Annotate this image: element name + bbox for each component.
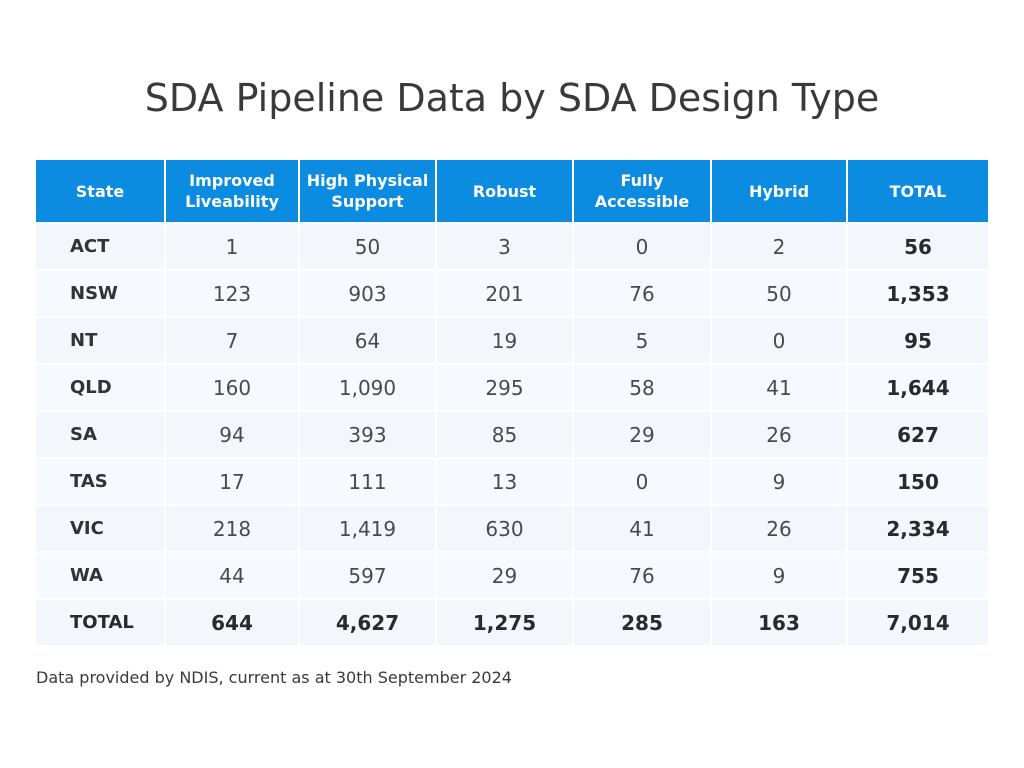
column-header-total: TOTAL	[848, 160, 988, 222]
total-cell: 95	[848, 316, 988, 363]
value-cell: 295	[437, 363, 574, 410]
state-cell: WA	[36, 551, 166, 598]
header-row: State Improved Liveability High Physical S…	[36, 160, 988, 222]
value-cell: 644	[166, 598, 300, 645]
state-cell: NSW	[36, 269, 166, 316]
value-cell: 9	[712, 551, 848, 598]
value-cell: 76	[574, 269, 712, 316]
value-cell: 0	[574, 222, 712, 269]
value-cell: 1,419	[300, 504, 437, 551]
value-cell: 163	[712, 598, 848, 645]
value-cell: 3	[437, 222, 574, 269]
value-cell: 29	[574, 410, 712, 457]
value-cell: 1,090	[300, 363, 437, 410]
state-cell: QLD	[36, 363, 166, 410]
value-cell: 2	[712, 222, 848, 269]
value-cell: 0	[574, 457, 712, 504]
table-row: QLD 160 1,090 295 58 41 1,644	[36, 363, 988, 410]
state-cell: VIC	[36, 504, 166, 551]
chart-title: SDA Pipeline Data by SDA Design Type	[144, 76, 880, 120]
total-cell: 1,353	[848, 269, 988, 316]
total-cell: 7,014	[848, 598, 988, 645]
value-cell: 41	[574, 504, 712, 551]
state-cell: SA	[36, 410, 166, 457]
value-cell: 123	[166, 269, 300, 316]
value-cell: 1	[166, 222, 300, 269]
value-cell: 4,627	[300, 598, 437, 645]
value-cell: 41	[712, 363, 848, 410]
value-cell: 50	[300, 222, 437, 269]
value-cell: 1,275	[437, 598, 574, 645]
total-cell: 1,644	[848, 363, 988, 410]
column-header-hybrid: Hybrid	[712, 160, 848, 222]
column-header-fully-accessible: Fully Accessible	[574, 160, 712, 222]
value-cell: 201	[437, 269, 574, 316]
value-cell: 111	[300, 457, 437, 504]
value-cell: 160	[166, 363, 300, 410]
value-cell: 630	[437, 504, 574, 551]
sda-pipeline-table: State Improved Liveability High Physical S…	[36, 160, 988, 645]
column-header-improved-liveability: Improved Liveability	[166, 160, 300, 222]
value-cell: 17	[166, 457, 300, 504]
value-cell: 19	[437, 316, 574, 363]
table-row: ACT 1 50 3 0 2 56	[36, 222, 988, 269]
state-cell: NT	[36, 316, 166, 363]
total-cell: 627	[848, 410, 988, 457]
value-cell: 26	[712, 410, 848, 457]
state-cell: TAS	[36, 457, 166, 504]
value-cell: 903	[300, 269, 437, 316]
value-cell: 285	[574, 598, 712, 645]
value-cell: 218	[166, 504, 300, 551]
value-cell: 76	[574, 551, 712, 598]
total-cell: 2,334	[848, 504, 988, 551]
value-cell: 58	[574, 363, 712, 410]
column-header-state: State	[36, 160, 166, 222]
value-cell: 85	[437, 410, 574, 457]
table-row: TAS 17 111 13 0 9 150	[36, 457, 988, 504]
table-row: NT 7 64 19 5 0 95	[36, 316, 988, 363]
value-cell: 0	[712, 316, 848, 363]
total-row: TOTAL 644 4,627 1,275 285 163 7,014	[36, 598, 988, 645]
table-row: VIC 218 1,419 630 41 26 2,334	[36, 504, 988, 551]
total-cell: 56	[848, 222, 988, 269]
value-cell: 9	[712, 457, 848, 504]
value-cell: 5	[574, 316, 712, 363]
value-cell: 7	[166, 316, 300, 363]
column-header-robust: Robust	[437, 160, 574, 222]
total-cell: 755	[848, 551, 988, 598]
value-cell: 13	[437, 457, 574, 504]
value-cell: 597	[300, 551, 437, 598]
value-cell: 26	[712, 504, 848, 551]
value-cell: 94	[166, 410, 300, 457]
value-cell: 50	[712, 269, 848, 316]
value-cell: 44	[166, 551, 300, 598]
total-cell: 150	[848, 457, 988, 504]
footnote: Data provided by NDIS, current as at 30t…	[36, 668, 512, 687]
column-header-high-physical-support: High Physical Support	[300, 160, 437, 222]
value-cell: 64	[300, 316, 437, 363]
state-cell: ACT	[36, 222, 166, 269]
value-cell: 29	[437, 551, 574, 598]
table-row: NSW 123 903 201 76 50 1,353	[36, 269, 988, 316]
table-row: SA 94 393 85 29 26 627	[36, 410, 988, 457]
table-row: WA 44 597 29 76 9 755	[36, 551, 988, 598]
state-cell: TOTAL	[36, 598, 166, 645]
table-body: ACT 1 50 3 0 2 56 NSW 123 903 201 76 50 1,353 NT 7 64 19 5…	[36, 222, 988, 645]
value-cell: 393	[300, 410, 437, 457]
